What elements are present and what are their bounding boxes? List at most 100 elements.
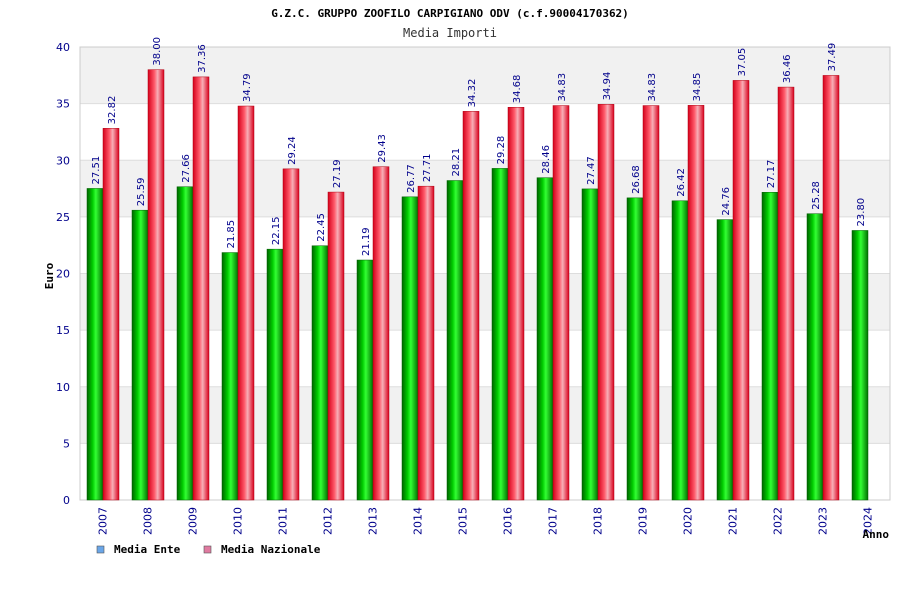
bar-value-label: 26.42 xyxy=(676,168,687,197)
x-tick-label: 2010 xyxy=(232,507,245,535)
bar-value-label: 27.71 xyxy=(422,154,433,183)
bar-media-ente xyxy=(851,230,869,501)
legend-label-media-ente: Media Ente xyxy=(114,543,181,556)
x-tick-label: 2007 xyxy=(97,507,110,535)
bar-media-nazionale xyxy=(732,80,750,501)
x-tick-label: 2012 xyxy=(322,507,335,535)
plot-frame xyxy=(79,46,891,501)
bar-value-label: 23.80 xyxy=(856,198,867,227)
bar-value-label: 26.77 xyxy=(406,164,417,193)
bar-media-nazionale xyxy=(687,105,705,501)
y-tick-label: 40 xyxy=(56,41,70,54)
x-tick-label: 2009 xyxy=(187,507,200,535)
grid-band xyxy=(80,216,890,274)
bar-media-nazionale xyxy=(147,69,165,501)
legend-swatch-media-ente xyxy=(96,545,105,554)
bar-value-label: 34.83 xyxy=(647,73,658,102)
x-tick-label: 2023 xyxy=(817,507,830,535)
bar-value-label: 34.83 xyxy=(557,73,568,102)
bar-value-label: 27.17 xyxy=(766,160,777,189)
x-axis-ticks: 2007 2008 2009 2010 2011 2012 2013 2014 2015 2016… xyxy=(97,507,875,535)
bar-value-label: 34.79 xyxy=(242,73,253,102)
bar-media-nazionale xyxy=(597,104,615,501)
bar-value-label: 22.15 xyxy=(271,217,282,246)
bar-media-ente xyxy=(581,188,599,501)
bar-media-nazionale xyxy=(327,191,345,501)
bar-value-label: 25.28 xyxy=(811,181,822,210)
y-tick-label: 15 xyxy=(56,324,70,337)
bar-value-label: 27.51 xyxy=(91,156,102,185)
y-tick-label: 5 xyxy=(63,437,70,450)
bar-value-label: 25.59 xyxy=(136,178,147,207)
bar-value-label: 24.76 xyxy=(721,187,732,216)
plot-background xyxy=(79,46,891,501)
x-tick-label: 2020 xyxy=(682,507,695,535)
y-tick-label: 10 xyxy=(56,381,70,394)
bar-media-nazionale xyxy=(642,105,660,501)
bar-media-ente xyxy=(716,219,734,501)
bar-value-label: 32.82 xyxy=(107,96,118,125)
bar-media-ente xyxy=(311,245,329,501)
bar-value-label: 27.66 xyxy=(181,154,192,183)
grid-band xyxy=(80,330,890,387)
bar-value-label: 34.94 xyxy=(602,72,613,101)
bar-media-nazionale xyxy=(462,111,480,501)
grid-band xyxy=(80,47,890,104)
bar-value-label: 27.47 xyxy=(586,156,597,185)
bar-value-label: 22.45 xyxy=(316,213,327,242)
bar-media-ente xyxy=(761,192,779,501)
x-tick-label: 2018 xyxy=(592,507,605,535)
legend-swatch-media-nazionale xyxy=(203,545,212,554)
bar-value-label: 29.28 xyxy=(496,136,507,165)
x-tick-label: 2024 xyxy=(862,507,875,535)
bars-group xyxy=(86,69,869,501)
bar-value-label: 38.00 xyxy=(152,37,163,66)
bar-media-nazionale xyxy=(372,166,390,501)
grid-band xyxy=(80,273,890,331)
bar-media-ente xyxy=(266,248,284,501)
bar-media-ente xyxy=(176,186,194,501)
bar-media-ente xyxy=(221,252,239,501)
legend-label-media-nazionale: Media Nazionale xyxy=(221,543,321,556)
bar-media-ente xyxy=(131,209,149,501)
bar-media-ente xyxy=(671,200,689,501)
bar-media-nazionale xyxy=(822,75,840,501)
bar-value-label: 29.43 xyxy=(377,134,388,163)
grid-band xyxy=(80,160,890,217)
bar-value-label: 34.32 xyxy=(467,79,478,108)
grid-band xyxy=(80,386,890,444)
y-tick-label: 30 xyxy=(56,154,70,167)
bar-media-nazionale xyxy=(507,106,525,501)
chart-subtitle: Media Importi xyxy=(403,26,497,40)
y-axis-title: Euro xyxy=(43,262,56,289)
bar-media-ente xyxy=(491,168,509,501)
bar-media-nazionale xyxy=(552,105,570,501)
bar-media-ente xyxy=(86,188,104,501)
x-tick-label: 2022 xyxy=(772,507,785,535)
bar-media-nazionale xyxy=(192,76,210,501)
bar-value-label: 29.24 xyxy=(287,136,298,165)
bar-value-label: 34.68 xyxy=(512,75,523,104)
grid-band xyxy=(80,443,890,500)
x-tick-label: 2019 xyxy=(637,507,650,535)
bar-media-ente xyxy=(356,259,374,501)
y-tick-label: 0 xyxy=(63,494,70,507)
bar-value-label: 21.85 xyxy=(226,220,237,249)
bar-media-nazionale xyxy=(237,105,255,501)
bar-media-ente xyxy=(401,196,419,501)
x-tick-label: 2015 xyxy=(457,507,470,535)
y-tick-label: 35 xyxy=(56,98,70,111)
bar-value-label: 26.68 xyxy=(631,165,642,194)
y-axis-ticks: 0 5 10 15 20 25 30 35 40 xyxy=(56,41,70,507)
bar-value-label: 37.05 xyxy=(737,48,748,77)
x-tick-label: 2017 xyxy=(547,507,560,535)
bar-value-label: 21.19 xyxy=(361,227,372,256)
x-tick-label: 2008 xyxy=(142,507,155,535)
bar-media-nazionale xyxy=(102,128,120,501)
bar-media-ente xyxy=(536,177,554,501)
x-tick-label: 2016 xyxy=(502,507,515,535)
bar-value-label: 37.49 xyxy=(827,43,838,72)
bar-media-nazionale xyxy=(282,168,300,501)
bar-value-label: 36.46 xyxy=(782,54,793,83)
